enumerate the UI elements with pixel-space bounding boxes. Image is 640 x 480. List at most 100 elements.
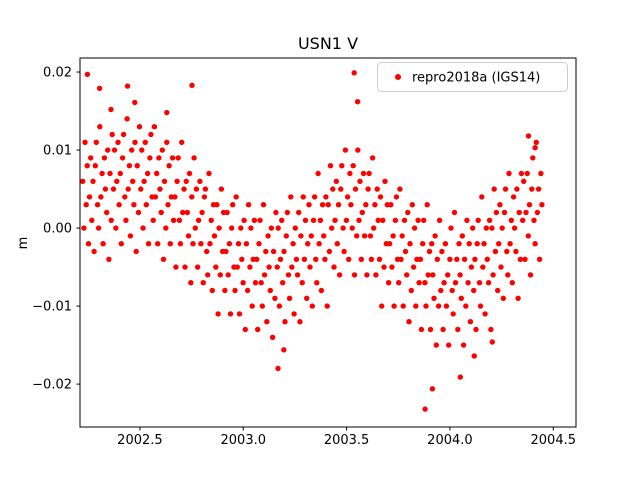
data-point — [435, 303, 442, 309]
data-point — [406, 319, 412, 325]
data-point — [266, 264, 272, 270]
data-point — [88, 155, 94, 161]
data-point — [509, 280, 515, 286]
data-point — [97, 124, 103, 130]
data-point — [256, 241, 262, 247]
data-point — [294, 272, 301, 278]
data-point — [386, 241, 393, 247]
data-point — [366, 170, 372, 177]
data-point — [296, 209, 302, 216]
data-point — [517, 256, 524, 262]
data-point — [324, 303, 330, 309]
data-point — [269, 334, 276, 340]
data-point — [484, 256, 490, 262]
data-point — [392, 217, 399, 223]
data-point — [381, 264, 387, 270]
data-point — [283, 233, 289, 239]
data-point — [89, 217, 95, 223]
data-point — [252, 280, 259, 286]
data-point — [448, 225, 454, 231]
data-point — [391, 303, 397, 309]
data-point — [333, 178, 339, 184]
data-point — [411, 225, 418, 231]
data-point — [200, 280, 206, 286]
data-point — [108, 106, 114, 113]
data-point — [148, 131, 154, 138]
data-point — [185, 233, 192, 239]
data-point — [475, 217, 481, 223]
data-point — [140, 225, 146, 231]
data-point — [346, 256, 352, 262]
data-point — [499, 225, 505, 231]
data-point — [535, 186, 542, 192]
data-point — [431, 295, 437, 301]
data-point — [410, 264, 417, 270]
data-point — [400, 303, 406, 309]
data-point — [368, 256, 375, 262]
data-point — [80, 178, 86, 184]
data-point — [441, 280, 447, 286]
data-point — [401, 217, 408, 223]
data-point — [457, 272, 463, 278]
data-point — [492, 248, 499, 255]
data-point — [213, 264, 219, 270]
data-point — [367, 233, 374, 239]
data-point — [473, 326, 479, 333]
data-point — [197, 178, 203, 184]
data-point — [115, 139, 121, 145]
data-point — [238, 225, 244, 231]
data-point — [497, 202, 503, 208]
data-point — [302, 217, 309, 223]
data-point — [82, 139, 88, 145]
data-point — [120, 131, 127, 138]
data-point — [189, 194, 195, 200]
data-point — [347, 170, 353, 177]
data-point — [273, 209, 279, 216]
data-point — [507, 241, 513, 247]
data-point — [465, 280, 471, 286]
data-point — [292, 225, 298, 231]
data-point — [309, 303, 315, 309]
data-point — [472, 256, 478, 262]
data-point — [83, 202, 89, 208]
data-point — [385, 280, 392, 286]
data-point — [442, 241, 449, 247]
data-point — [227, 311, 234, 317]
data-point — [155, 241, 161, 247]
data-point — [373, 272, 379, 278]
data-point — [521, 178, 527, 184]
data-point — [110, 186, 117, 192]
data-point — [525, 233, 531, 239]
data-point — [297, 319, 303, 325]
data-point — [139, 147, 145, 153]
data-point — [104, 209, 110, 216]
data-point — [209, 287, 215, 294]
data-point — [340, 225, 346, 231]
data-point — [101, 155, 108, 161]
x-tick-label: 2002.5 — [117, 433, 163, 448]
data-point — [102, 186, 109, 192]
data-point — [389, 264, 395, 270]
data-point — [305, 241, 311, 247]
data-point — [451, 209, 458, 216]
data-point — [357, 178, 363, 184]
data-point — [526, 202, 533, 208]
data-point — [245, 202, 252, 208]
data-point — [218, 186, 225, 192]
data-point — [399, 233, 405, 239]
data-point — [132, 99, 138, 106]
data-point — [495, 287, 501, 294]
data-point — [193, 186, 200, 192]
data-point — [420, 241, 426, 247]
data-point — [536, 256, 543, 262]
data-point — [173, 264, 179, 270]
y-axis-label: m — [16, 237, 31, 250]
y-tick-label: 0.01 — [43, 144, 72, 159]
data-point — [264, 319, 270, 325]
data-point — [377, 194, 384, 200]
data-point — [432, 233, 438, 239]
data-point — [240, 280, 246, 286]
data-point — [160, 256, 167, 262]
data-point — [350, 163, 356, 169]
data-point — [154, 170, 160, 177]
